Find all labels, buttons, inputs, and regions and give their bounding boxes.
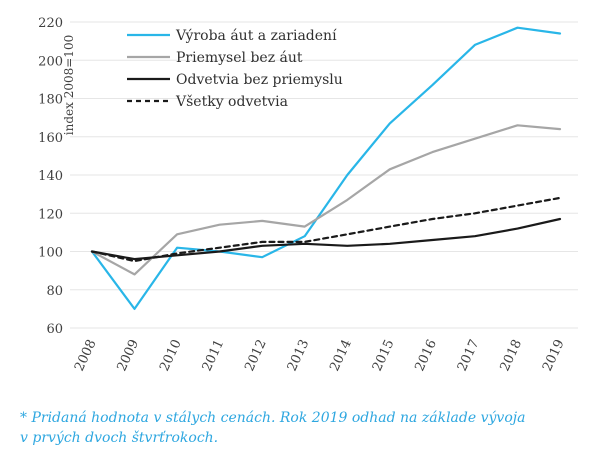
legend-label: Výroba áut a zariadení xyxy=(175,27,337,44)
y-tick-label: 80 xyxy=(46,284,63,299)
y-tick-label: 60 xyxy=(46,322,63,337)
series-line xyxy=(90,26,562,310)
x-tick-label: 2013 xyxy=(285,337,313,373)
x-tick-label: 2015 xyxy=(370,337,398,373)
y-axis-label: index 2008=100 xyxy=(62,35,76,135)
series-line xyxy=(90,124,562,276)
y-tick-label: 180 xyxy=(38,93,63,108)
x-tick-label: 2019 xyxy=(540,337,568,373)
x-tick-label: 2009 xyxy=(115,337,143,373)
x-tick-label: 2010 xyxy=(157,337,185,373)
y-tick-label: 220 xyxy=(38,16,63,31)
y-axis-ticks: 60 80 100 120 140 160 180 200 220 xyxy=(38,16,63,337)
x-tick-label: 2016 xyxy=(412,337,440,373)
series-line xyxy=(90,196,562,263)
legend-label: Odvetvia bez priemyslu xyxy=(176,72,343,88)
legend-label: Priemysel bez áut xyxy=(176,50,303,66)
gridlines xyxy=(70,21,578,329)
y-tick-label: 200 xyxy=(38,54,63,69)
y-tick-label: 120 xyxy=(38,207,63,222)
series-line xyxy=(90,217,562,261)
series-lines xyxy=(90,26,562,310)
x-tick-label: 2012 xyxy=(242,337,270,373)
x-tick-label: 2014 xyxy=(327,337,355,373)
y-tick-label: 140 xyxy=(38,169,63,184)
x-tick-label: 2017 xyxy=(455,337,483,373)
x-tick-label: 2008 xyxy=(72,337,100,373)
legend: Výroba áut a zariadení Priemysel bez áut O… xyxy=(127,27,343,110)
x-tick-label: 2011 xyxy=(200,337,228,373)
x-axis-ticks: 2008 2009 2010 2011 2012 2013 2014 2015 2016 2017… xyxy=(72,337,568,373)
y-tick-label: 100 xyxy=(38,246,63,261)
x-tick-label: 2018 xyxy=(497,337,525,373)
footnote-line-2: v prvých dvoch štvrťrokoch. xyxy=(20,430,219,446)
legend-label: Všetky odvetvia xyxy=(175,93,288,110)
y-tick-label: 160 xyxy=(38,131,63,146)
footnote-line-1: * Pridaná hodnota v stálych cenách. Rok … xyxy=(20,410,526,426)
footnote: * Pridaná hodnota v stálych cenách. Rok … xyxy=(20,408,590,448)
